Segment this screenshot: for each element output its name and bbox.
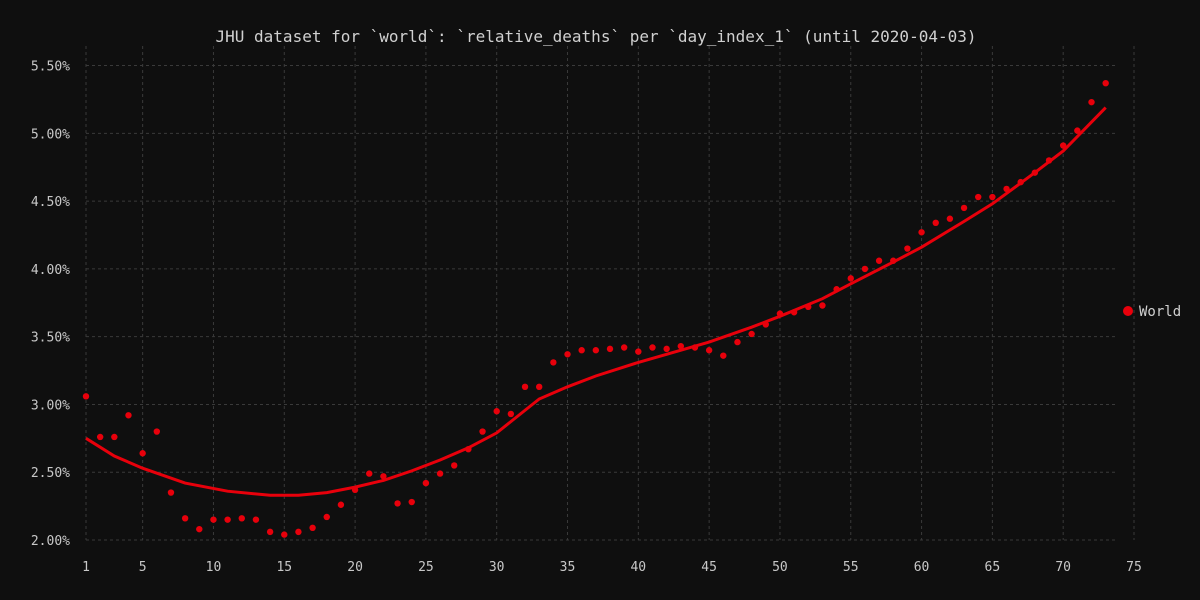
y-tick-label: 4.50% [31,195,70,210]
x-tick-label: 65 [985,560,1001,575]
data-point [309,524,316,531]
data-point [819,302,826,309]
data-point [521,383,529,391]
data-point [366,470,373,477]
data-point [1059,142,1067,149]
x-axis-ticks: 1 5 10 15 20 25 30 35 40 45 50 55 60 65 70 75 [82,560,1142,575]
data-point [578,347,585,354]
data-point [564,351,571,358]
data-point [1074,127,1081,134]
data-point [720,352,727,359]
data-point [592,347,600,354]
data-point [295,528,302,536]
data-point [918,229,925,236]
data-point [323,513,330,521]
data-point [479,428,486,435]
x-tick-label: 10 [206,560,222,575]
data-point [606,345,614,353]
data-point [82,393,90,400]
data-point [550,359,557,366]
chart-title: JHU dataset for `world`: `relative_death… [216,27,977,46]
x-tick-label: 20 [347,560,363,575]
data-point [989,193,996,201]
series-points [82,79,1109,538]
data-point [96,433,104,441]
data-point [975,193,982,201]
data-point [196,525,203,533]
x-tick-label: 70 [1055,560,1071,575]
x-tick-label: 45 [701,560,717,575]
data-point [111,433,118,441]
data-point [252,516,260,523]
x-tick-label: 5 [139,560,147,575]
trend-line [85,106,1107,497]
data-point [436,470,444,477]
data-point [847,275,854,282]
y-tick-label: 3.50% [31,331,70,346]
data-point [904,245,911,252]
data-point [620,344,628,351]
data-point [281,531,288,538]
y-tick-label: 3.00% [31,398,70,413]
data-point [408,498,415,506]
x-tick-label: 30 [489,560,505,575]
data-point [493,408,500,415]
y-tick-label: 2.00% [31,534,70,549]
data-point [266,528,274,536]
x-tick-label: 15 [276,560,292,575]
data-point [946,215,954,222]
data-point [734,338,741,346]
data-point [748,330,755,338]
data-point [167,489,175,496]
x-tick-label: 60 [914,560,930,575]
data-point [337,501,345,508]
data-point [210,516,217,523]
x-tick-label: 75 [1126,560,1142,575]
x-tick-label: 55 [843,560,859,575]
data-point [238,515,245,522]
data-point [380,473,387,480]
x-tick-label: 25 [418,560,434,575]
data-point [875,257,883,264]
data-point [1102,79,1109,87]
data-point [649,344,656,351]
data-point [224,516,231,523]
y-tick-label: 2.50% [31,466,70,481]
data-point [932,219,939,226]
data-point [535,383,543,391]
legend-label-world: World [1139,304,1181,320]
data-point [507,410,515,418]
data-point [451,462,458,469]
data-point [861,265,869,273]
data-point [705,347,713,354]
data-point [181,515,189,522]
data-point [139,450,146,457]
x-tick-label: 50 [772,560,788,575]
y-tick-label: 4.00% [31,263,70,278]
data-point [677,342,685,350]
legend-marker [1123,306,1133,316]
data-point [153,428,161,435]
data-point [635,348,642,355]
data-point [1088,98,1095,106]
y-tick-label: 5.00% [31,127,70,142]
y-axis-ticks: 2.00% 2.50% 3.00% 3.50% 4.00% 4.50% 5.00% 5.50% [31,60,70,549]
data-point [663,345,670,353]
data-point [422,479,430,487]
legend: World [1123,304,1181,320]
grid [85,46,1135,541]
data-point [960,204,968,212]
data-point [394,500,401,507]
x-tick-label: 35 [560,560,576,575]
data-point [125,412,132,419]
y-tick-label: 5.50% [31,60,70,75]
x-tick-label: 40 [630,560,646,575]
x-tick-label: 1 [82,560,90,575]
